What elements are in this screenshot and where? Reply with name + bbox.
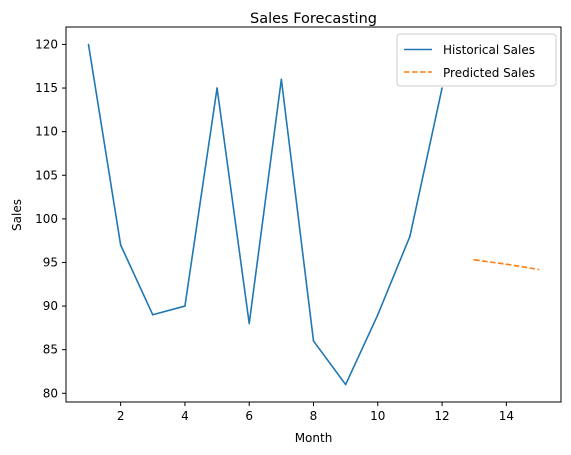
- x-tick-label: 10: [370, 409, 385, 423]
- y-tick-label: 105: [35, 168, 58, 182]
- legend-box: [396, 33, 557, 87]
- data-point: [119, 244, 122, 246]
- legend: Historical Sales Predicted Sales: [396, 33, 557, 87]
- data-point: [505, 263, 508, 266]
- data-point: [87, 43, 90, 46]
- data-point: [184, 305, 186, 307]
- x-tick-label: 12: [434, 409, 449, 423]
- x-tick-label: 14: [499, 409, 514, 423]
- x-tick-label: 8: [310, 409, 318, 423]
- y-tick-label: 80: [43, 386, 58, 400]
- legend-label-predicted-sales: Predicted Sales: [443, 66, 535, 80]
- series-line-historical-sales: [87, 44, 443, 386]
- x-tick-label: 2: [117, 409, 125, 423]
- series-layer: [87, 43, 540, 386]
- x-tick-label: 4: [181, 409, 189, 423]
- data-point: [216, 87, 218, 89]
- plot-frame: [65, 26, 562, 403]
- data-point: [473, 259, 476, 261]
- y-tick-label: 85: [43, 343, 58, 357]
- y-tick-label: 120: [35, 37, 58, 51]
- y-tick-label: 110: [35, 125, 58, 139]
- data-point: [312, 340, 315, 342]
- chart-title: Sales Forecasting: [250, 11, 377, 27]
- x-axis-ticks: 2 4 6 8 10 12 14: [117, 402, 514, 423]
- data-point: [376, 313, 379, 316]
- legend-label-historical-sales: Historical Sales: [443, 43, 535, 57]
- y-axis-title: Sales: [10, 199, 24, 231]
- y-axis-ticks: 80 85 90 95 100 105 110 115 120: [35, 37, 66, 400]
- x-tick-label: 6: [245, 409, 253, 423]
- y-tick-label: 90: [43, 299, 58, 313]
- y-tick-label: 100: [35, 212, 58, 226]
- data-point: [441, 87, 443, 89]
- y-tick-label: 95: [43, 255, 58, 269]
- x-axis-title: Month: [295, 431, 333, 445]
- data-point: [344, 383, 347, 386]
- y-tick-label: 115: [35, 81, 58, 95]
- data-point: [248, 322, 251, 325]
- data-point: [537, 268, 540, 271]
- data-point: [151, 313, 154, 316]
- data-point: [280, 78, 283, 81]
- data-point: [409, 235, 411, 238]
